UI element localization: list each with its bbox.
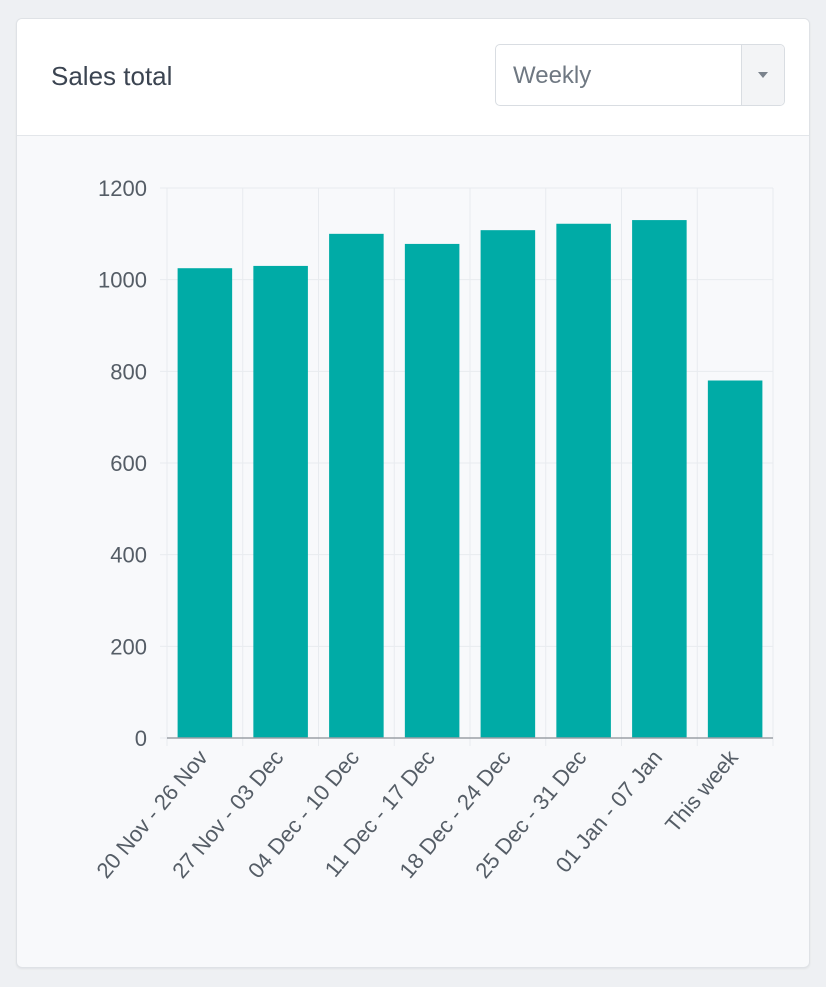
y-tick-label: 600 (110, 451, 147, 476)
bar-7 (707, 380, 763, 738)
chevron-down-icon (758, 72, 768, 78)
y-tick-label: 400 (110, 543, 147, 568)
bar-0 (177, 268, 233, 738)
card-title: Sales total (51, 61, 173, 91)
x-tick-label: This week (660, 744, 743, 837)
bar-1 (253, 265, 308, 738)
bar-2 (329, 233, 384, 739)
y-tick-label: 1200 (98, 176, 147, 201)
card-header: Sales total Weekly (17, 19, 809, 136)
period-select-value: Weekly (513, 62, 592, 89)
bar-3 (404, 243, 460, 738)
period-select-toggle[interactable] (741, 45, 784, 105)
bar-6 (632, 220, 687, 739)
bar-5 (556, 223, 611, 738)
y-tick-label: 800 (110, 359, 147, 384)
y-tick-label: 0 (135, 726, 147, 751)
period-select[interactable]: Weekly (495, 44, 785, 106)
y-tick-label: 1000 (98, 268, 147, 293)
y-tick-label: 200 (110, 634, 147, 659)
bar-4 (480, 230, 536, 738)
